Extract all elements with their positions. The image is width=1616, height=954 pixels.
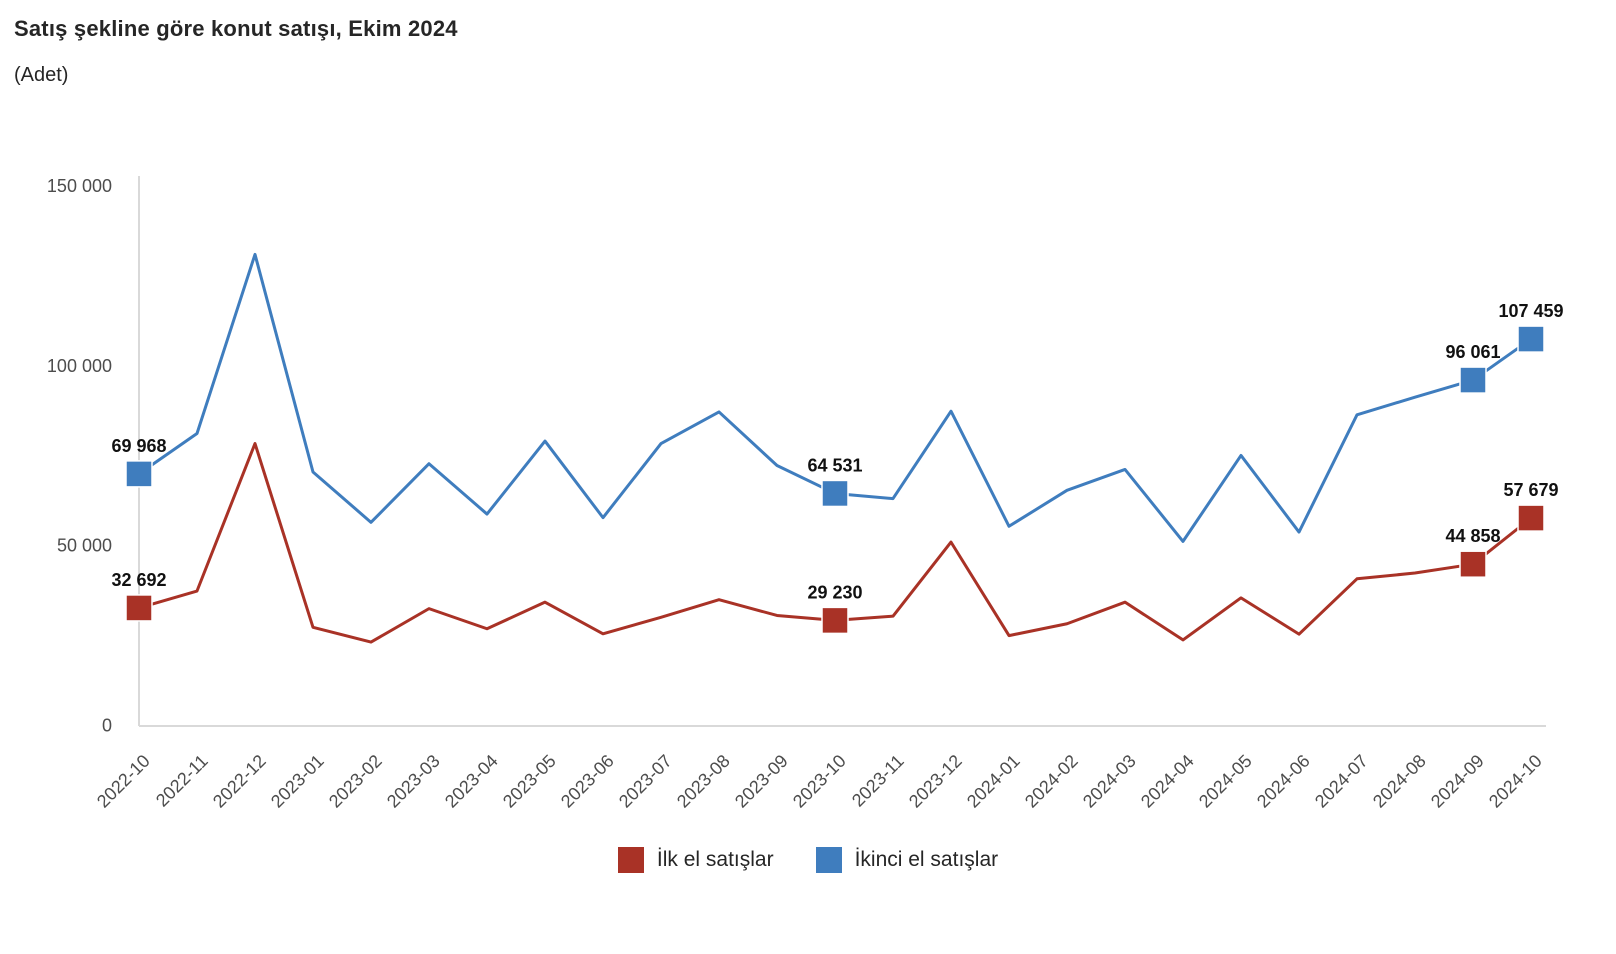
x-tick-label: 2024-02	[1021, 751, 1082, 812]
x-tick-label: 2024-09	[1427, 751, 1488, 812]
chart-subtitle: (Adet)	[14, 64, 69, 86]
data-point-label: 57 679	[1503, 480, 1558, 500]
x-tick-label: 2022-10	[93, 751, 154, 812]
data-point-label: 32 692	[111, 570, 166, 590]
x-tick-label: 2023-04	[441, 751, 502, 812]
x-tick-label: 2023-10	[789, 751, 850, 812]
x-tick-label: 2023-09	[731, 751, 792, 812]
legend-label-ilk-el: İlk el satışlar	[656, 848, 774, 871]
x-tick-label: 2024-01	[963, 751, 1024, 812]
x-tick-label: 2023-02	[325, 751, 386, 812]
data-point-label: 96 061	[1445, 342, 1500, 362]
x-tick-label: 2023-05	[499, 751, 560, 812]
x-tick-label: 2023-12	[905, 751, 966, 812]
legend-label-ikinci-el: İkinci el satışlar	[854, 848, 999, 871]
data-point-marker	[1459, 550, 1487, 578]
data-point-marker	[1459, 366, 1487, 394]
x-tick-label: 2024-05	[1195, 751, 1256, 812]
x-tick-label: 2024-10	[1485, 751, 1546, 812]
data-point-marker	[1517, 504, 1545, 532]
y-tick-label: 0	[102, 716, 112, 736]
data-point-label: 29 230	[807, 582, 862, 602]
x-tick-label: 2024-07	[1311, 751, 1372, 812]
data-point-label: 44 858	[1445, 526, 1500, 546]
x-tick-label: 2024-06	[1253, 751, 1314, 812]
legend-item-ilk-el: İlk el satışlar	[617, 847, 774, 873]
x-tick-label: 2024-08	[1369, 751, 1430, 812]
x-tick-label: 2022-12	[209, 751, 270, 812]
legend-item-ikinci-el: İkinci el satışlar	[815, 847, 999, 873]
legend: İlk el satışlar İkinci el satışlar	[0, 847, 1616, 873]
data-point-marker	[821, 606, 849, 635]
data-point-label: 64 531	[807, 455, 862, 475]
y-tick-label: 50 000	[57, 536, 112, 556]
data-point-label: 69 968	[111, 436, 166, 456]
data-point-marker	[125, 594, 153, 622]
data-point-marker	[821, 479, 849, 508]
x-tick-label: 2023-08	[673, 751, 734, 812]
x-tick-label: 2023-07	[615, 751, 676, 812]
x-tick-label: 2023-01	[267, 751, 328, 812]
data-point-marker	[1517, 325, 1545, 353]
chart-title: Satış şekline göre konut satışı, Ekim 20…	[14, 16, 458, 41]
data-point-label: 107 459	[1498, 301, 1563, 321]
legend-swatch-ilk-el-icon	[617, 847, 644, 873]
x-tick-label: 2023-06	[557, 751, 618, 812]
y-tick-label: 100 000	[47, 356, 112, 376]
legend-swatch-ikinci-el-icon	[815, 847, 842, 873]
x-tick-label: 2023-11	[848, 751, 908, 811]
x-tick-label: 2024-03	[1079, 751, 1140, 812]
y-tick-label: 150 000	[47, 176, 112, 196]
x-tick-label: 2024-04	[1137, 751, 1198, 812]
x-tick-label: 2023-03	[383, 751, 444, 812]
data-point-marker	[125, 460, 153, 488]
x-tick-label: 2022-11	[152, 751, 212, 811]
